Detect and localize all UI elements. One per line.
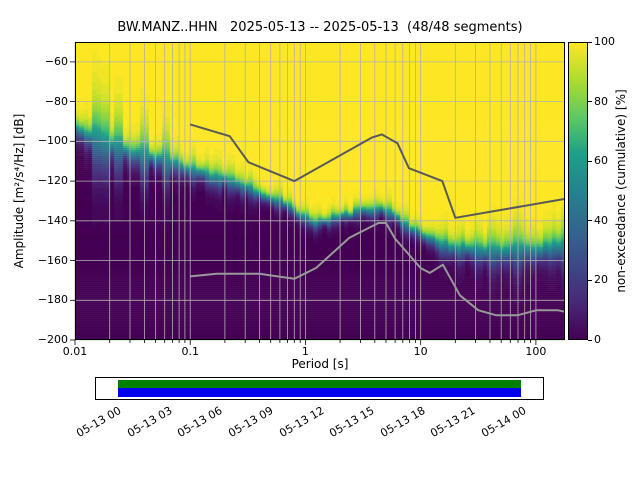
timeline-tick-label: 05-13 00	[74, 404, 124, 440]
plot-overlay	[70, 42, 566, 345]
plot-frame	[75, 42, 565, 340]
colorbar-tick	[588, 220, 592, 222]
plot-area	[70, 42, 566, 345]
colorbar-tick-label: 40	[594, 213, 608, 227]
x-tick-label: 100	[525, 345, 547, 358]
timeline-tick-label: 05-13 03	[124, 404, 175, 440]
timeline-processed-bar	[118, 388, 521, 397]
colorbar-label: non-exceedance (cumulative) [%]	[614, 89, 628, 293]
x-tick-label: 0.01	[62, 345, 88, 358]
y-tick-label: −60	[44, 54, 68, 68]
colorbar-tick	[588, 279, 592, 281]
colorbar-tick-label: 20	[594, 273, 608, 287]
colorbar-tick-label: 0	[594, 333, 601, 346]
colorbar-gradient	[569, 43, 587, 339]
ppsd-heatmap	[75, 42, 565, 340]
axis-ticks	[70, 61, 537, 345]
timeline-tick-label: 05-13 09	[226, 404, 276, 440]
x-tick-label: 10	[413, 345, 428, 358]
colorbar-tick-label: 100	[594, 35, 615, 48]
plot-title: BW.MANZ..HHN 2025-05-13 -- 2025-05-13 (4…	[117, 20, 523, 35]
colorbar-tick	[588, 339, 592, 341]
timeline-coverage-bar	[118, 380, 521, 388]
grid-lines	[74, 42, 565, 341]
colorbar	[568, 42, 588, 340]
y-tick-label: −80	[44, 94, 68, 108]
noise-model-high-line	[189, 123, 566, 219]
x-axis-label: Period [s]	[291, 357, 349, 371]
colorbar-tick	[588, 41, 592, 43]
y-tick-label: −200	[37, 333, 68, 346]
timeline	[95, 377, 544, 400]
y-tick-label: −120	[37, 174, 68, 188]
timeline-tick-label: 05-13 06	[175, 404, 225, 440]
colorbar-tick	[588, 101, 592, 103]
y-tick-label: −140	[37, 213, 68, 227]
y-tick-label: −160	[37, 253, 68, 267]
colorbar-tick	[588, 160, 592, 162]
x-tick-label: 0.1	[181, 345, 199, 358]
colorbar-tick-label: 60	[594, 154, 608, 168]
timeline-tick-label: 05-13 15	[327, 404, 377, 440]
colorbar-tick-label: 80	[594, 94, 608, 108]
timeline-tick-label: 05-13 18	[377, 404, 428, 440]
timeline-tick-label: 05-14 00	[479, 404, 529, 440]
noise-model-low-line	[190, 222, 566, 317]
y-tick-label: −180	[37, 293, 68, 307]
timeline-tick-label: 05-13 21	[428, 404, 478, 440]
x-tick-label: 1	[301, 345, 309, 358]
y-tick-label: −100	[37, 134, 68, 148]
timeline-tick-label: 05-13 12	[276, 404, 326, 440]
